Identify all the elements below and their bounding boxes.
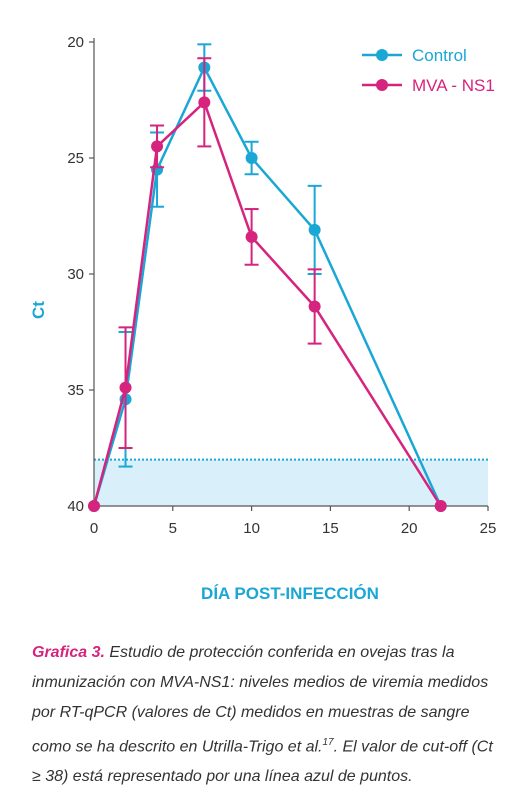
data-point <box>119 381 132 394</box>
axes: 20 25 30 35 40 0 5 10 15 20 25 <box>67 34 496 537</box>
x-axis-title: DÍA POST-INFECCIÓN <box>201 584 379 603</box>
y-axis-title: Ct <box>29 301 48 319</box>
series-layer <box>88 43 447 512</box>
series-mva-ns1 <box>88 57 447 512</box>
x-tick-label: 0 <box>90 520 98 537</box>
y-tick-label: 35 <box>67 382 84 399</box>
x-tick-label: 5 <box>169 520 177 537</box>
caption-reference: 17 <box>322 737 334 748</box>
data-point <box>308 223 321 236</box>
y-tick-label: 30 <box>67 266 84 283</box>
data-point <box>151 140 164 153</box>
legend: Control MVA - NS1 <box>362 46 495 95</box>
data-point <box>88 500 100 512</box>
data-point <box>434 500 447 512</box>
y-tick-label: 40 <box>67 498 84 515</box>
x-tick-label: 10 <box>243 520 260 537</box>
series-control <box>88 43 447 512</box>
legend-marker <box>376 49 388 61</box>
line-chart: 20 25 30 35 40 0 5 10 15 20 25 Control MVA - NS1 Ct… <box>29 34 496 603</box>
x-tick-label: 20 <box>401 520 418 537</box>
data-point <box>308 300 321 313</box>
figure-caption: Grafica 3. Estudio de protección conferi… <box>32 638 502 792</box>
y-tick-label: 20 <box>67 34 84 51</box>
legend-label: Control <box>412 46 467 65</box>
series-line <box>92 101 442 507</box>
caption-lead: Grafica 3. <box>32 644 105 661</box>
caption-text-end: . El valor de cut-off (Ct ≥ 38) está rep… <box>32 738 493 786</box>
data-point <box>198 96 211 109</box>
legend-marker <box>376 79 388 91</box>
data-point <box>245 230 258 243</box>
caption-text: Estudio de protección conferida en oveja… <box>32 644 489 756</box>
legend-label: MVA - NS1 <box>412 76 495 95</box>
series-line <box>92 66 442 507</box>
x-tick-label: 25 <box>480 520 497 537</box>
y-tick-label: 25 <box>67 150 84 167</box>
data-point <box>245 152 258 164</box>
x-tick-label: 15 <box>322 520 339 537</box>
